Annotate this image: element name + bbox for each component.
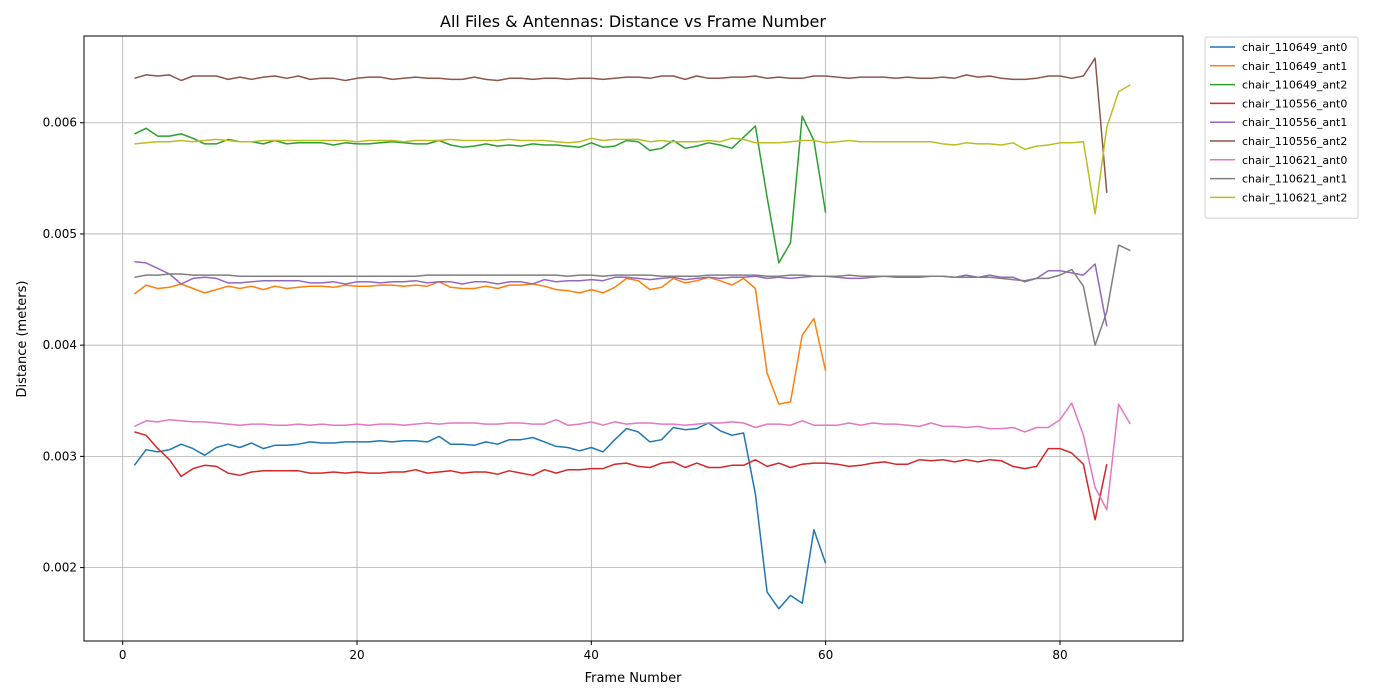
- y-tick-label: 0.006: [43, 116, 77, 130]
- chart-title: All Files & Antennas: Distance vs Frame …: [440, 12, 826, 31]
- y-tick-label: 0.003: [43, 449, 77, 463]
- legend-label: chair_110556_ant2: [1242, 135, 1347, 148]
- legend-label: chair_110649_ant1: [1242, 60, 1347, 73]
- legend-label: chair_110556_ant1: [1242, 116, 1347, 129]
- legend-label: chair_110621_ant2: [1242, 191, 1347, 204]
- series-line-chair-110649-ant0: [133, 422, 827, 610]
- series-line-chair-110556-ant2: [134, 57, 1108, 193]
- legend: chair_110649_ant0 chair_110649_ant1 chair_…: [1204, 36, 1359, 219]
- x-tick-label: 80: [1052, 648, 1067, 662]
- series-line-chair-110556-ant0: [134, 431, 1108, 521]
- x-axis-label: Frame Number: [585, 671, 683, 686]
- x-tick-label: 60: [818, 648, 833, 662]
- series-layer: [133, 57, 1131, 610]
- legend-label: chair_110621_ant1: [1242, 173, 1347, 186]
- legend-label: chair_110556_ant0: [1242, 97, 1347, 110]
- legend-label: chair_110649_ant2: [1242, 79, 1347, 92]
- legend-box: [1204, 36, 1359, 219]
- y-tick-label: 0.002: [43, 561, 77, 575]
- plot-area-frame: [83, 35, 1184, 642]
- x-tick-label: 20: [349, 648, 364, 662]
- legend-label: chair_110649_ant0: [1242, 41, 1347, 54]
- axis-ticks: 0 20 40 60 80 0.002 0.003 0.004 0.005 0.006: [43, 116, 1068, 662]
- series-line-chair-110621-ant0: [134, 402, 1131, 511]
- y-axis-label: Distance (meters): [15, 281, 30, 398]
- legend-label: chair_110621_ant0: [1242, 154, 1347, 167]
- y-tick-label: 0.005: [43, 227, 77, 241]
- series-line-chair-110621-ant2: [134, 84, 1131, 215]
- x-tick-label: 0: [119, 648, 127, 662]
- y-tick-label: 0.004: [43, 338, 77, 352]
- gridlines: [84, 36, 1183, 641]
- series-line-chair-110621-ant1: [134, 244, 1131, 346]
- x-tick-label: 40: [584, 648, 599, 662]
